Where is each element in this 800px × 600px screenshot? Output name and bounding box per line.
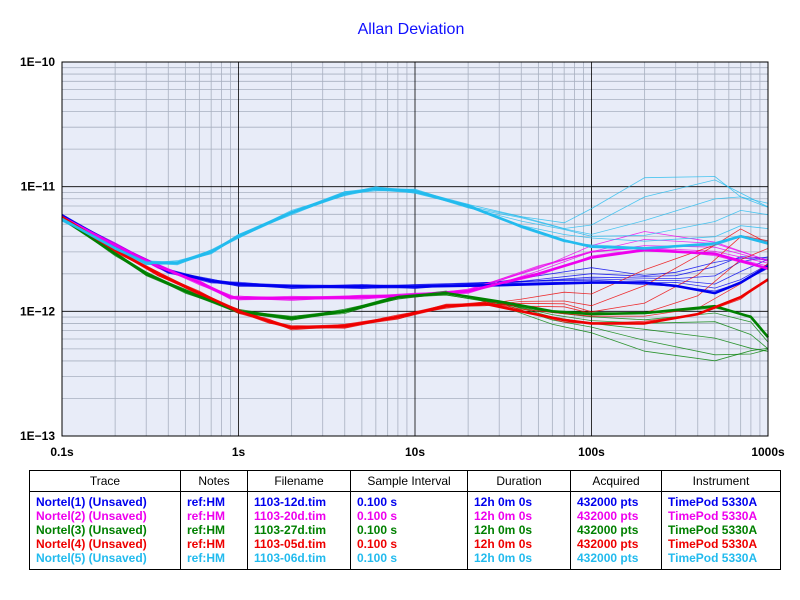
- trace-name: Nortel(4) (Unsaved): [36, 537, 147, 551]
- series-thin-trace: [61, 176, 769, 264]
- header-instrument: Instrument: [661, 470, 781, 492]
- trace-acquired: 432000 pts: [570, 537, 662, 551]
- trace-name: Nortel(5) (Unsaved): [36, 551, 147, 565]
- series-line: [61, 217, 769, 339]
- header-duration: Duration: [467, 470, 571, 492]
- trace-notes: ref:HM: [180, 537, 248, 551]
- series-line: [61, 215, 769, 295]
- x-tick-label: 10s: [405, 445, 425, 459]
- trace-filename: 1103-05d.tim: [247, 537, 351, 551]
- trace-acquired: 432000 pts: [570, 491, 662, 509]
- trace-acquired: 432000 pts: [570, 523, 662, 537]
- x-axis-ticks: 0.1s 1s 10s 100s 1000s: [50, 445, 785, 459]
- series-thin-trace: [61, 186, 769, 266]
- header-sample-interval: Sample Interval: [350, 470, 468, 492]
- legend-row[interactable]: Nortel(5) (Unsaved) ref:HM 1103-06d.tim …: [30, 551, 781, 570]
- chart-title: Allan Deviation: [358, 21, 465, 38]
- trace-instrument: TimePod 5330A: [661, 491, 781, 509]
- trace-filename: 1103-12d.tim: [247, 491, 351, 509]
- trace-notes: ref:HM: [180, 491, 248, 509]
- y-tick-label: 1E−12: [20, 304, 55, 318]
- x-tick-label: 0.1s: [50, 445, 74, 459]
- trace-acquired: 432000 pts: [570, 509, 662, 523]
- trace-notes: ref:HM: [180, 509, 248, 523]
- trace-instrument: TimePod 5330A: [661, 523, 781, 537]
- trace-filename: 1103-20d.tim: [247, 509, 351, 523]
- trace-instrument: TimePod 5330A: [661, 551, 781, 570]
- y-tick-label: 1E−13: [20, 429, 55, 443]
- trace-name: Nortel(3) (Unsaved): [36, 523, 147, 537]
- trace-notes: ref:HM: [180, 551, 248, 570]
- series-line: [61, 215, 769, 329]
- trace-duration: 12h 0m 0s: [467, 537, 571, 551]
- trace-sample-interval: 0.100 s: [350, 551, 468, 570]
- trace-filename: 1103-27d.tim: [247, 523, 351, 537]
- y-axis-ticks: 1E−10 1E−11 1E−12 1E−13: [20, 55, 55, 443]
- legend-row[interactable]: Nortel(3) (Unsaved) ref:HM 1103-27d.tim …: [30, 523, 781, 537]
- trace-sample-interval: 0.100 s: [350, 491, 468, 509]
- trace-duration: 12h 0m 0s: [467, 491, 571, 509]
- series-thin-trace: [61, 216, 769, 327]
- y-tick-label: 1E−10: [20, 55, 55, 69]
- trace-duration: 12h 0m 0s: [467, 551, 571, 570]
- allan-deviation-chart: Allan Deviation 0.1s 1s 10s 100s 1000s 1E−10…: [20, 21, 785, 459]
- trace-name: Nortel(1) (Unsaved): [36, 495, 147, 509]
- legend-row[interactable]: Nortel(2) (Unsaved) ref:HM 1103-20d.tim …: [30, 509, 781, 523]
- header-notes: Notes: [180, 470, 248, 492]
- x-tick-label: 1000s: [751, 445, 785, 459]
- x-tick-label: 1s: [232, 445, 246, 459]
- trace-acquired: 432000 pts: [570, 551, 662, 570]
- trace-sample-interval: 0.100 s: [350, 509, 468, 523]
- trace-duration: 12h 0m 0s: [467, 523, 571, 537]
- header-trace: Trace: [29, 470, 181, 492]
- legend-header-row: Trace Notes Filename Sample Interval Dur…: [29, 470, 781, 492]
- plot-frame: [61, 61, 769, 437]
- header-acquired: Acquired: [570, 470, 662, 492]
- trace-duration: 12h 0m 0s: [467, 509, 571, 523]
- trace-name: Nortel(2) (Unsaved): [36, 509, 147, 523]
- legend-row[interactable]: Nortel(1) (Unsaved) ref:HM 1103-12d.tim …: [30, 491, 781, 509]
- series-line: [61, 187, 769, 265]
- trace-sample-interval: 0.100 s: [350, 523, 468, 537]
- trace-legend-table: Trace Notes Filename Sample Interval Dur…: [29, 470, 781, 570]
- header-filename: Filename: [247, 470, 351, 492]
- trace-instrument: TimePod 5330A: [661, 509, 781, 523]
- y-tick-label: 1E−11: [21, 180, 56, 194]
- series-line: [61, 215, 769, 300]
- trace-instrument: TimePod 5330A: [661, 537, 781, 551]
- legend-row[interactable]: Nortel(4) (Unsaved) ref:HM 1103-05d.tim …: [30, 537, 781, 551]
- series-thin-trace: [61, 217, 769, 330]
- series-layer: [61, 176, 769, 362]
- trace-sample-interval: 0.100 s: [350, 537, 468, 551]
- x-tick-label: 100s: [578, 445, 605, 459]
- trace-notes: ref:HM: [180, 523, 248, 537]
- trace-filename: 1103-06d.tim: [247, 551, 351, 570]
